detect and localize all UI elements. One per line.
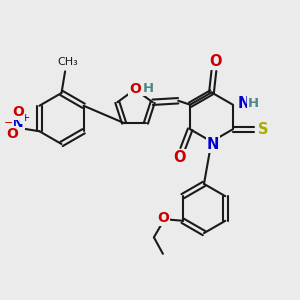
Text: +: + [21,113,30,123]
Text: CH₃: CH₃ [57,57,78,68]
Text: O: O [157,211,169,225]
Text: O: O [12,105,24,119]
Text: H: H [142,82,154,95]
Text: N: N [12,116,24,130]
Text: −: − [4,118,14,128]
Text: N: N [238,96,250,111]
Text: O: O [129,82,141,96]
Text: O: O [7,127,18,141]
Text: H: H [248,97,260,110]
Text: O: O [173,150,186,165]
Text: O: O [209,54,222,69]
Text: N: N [207,136,219,152]
Text: S: S [258,122,269,137]
